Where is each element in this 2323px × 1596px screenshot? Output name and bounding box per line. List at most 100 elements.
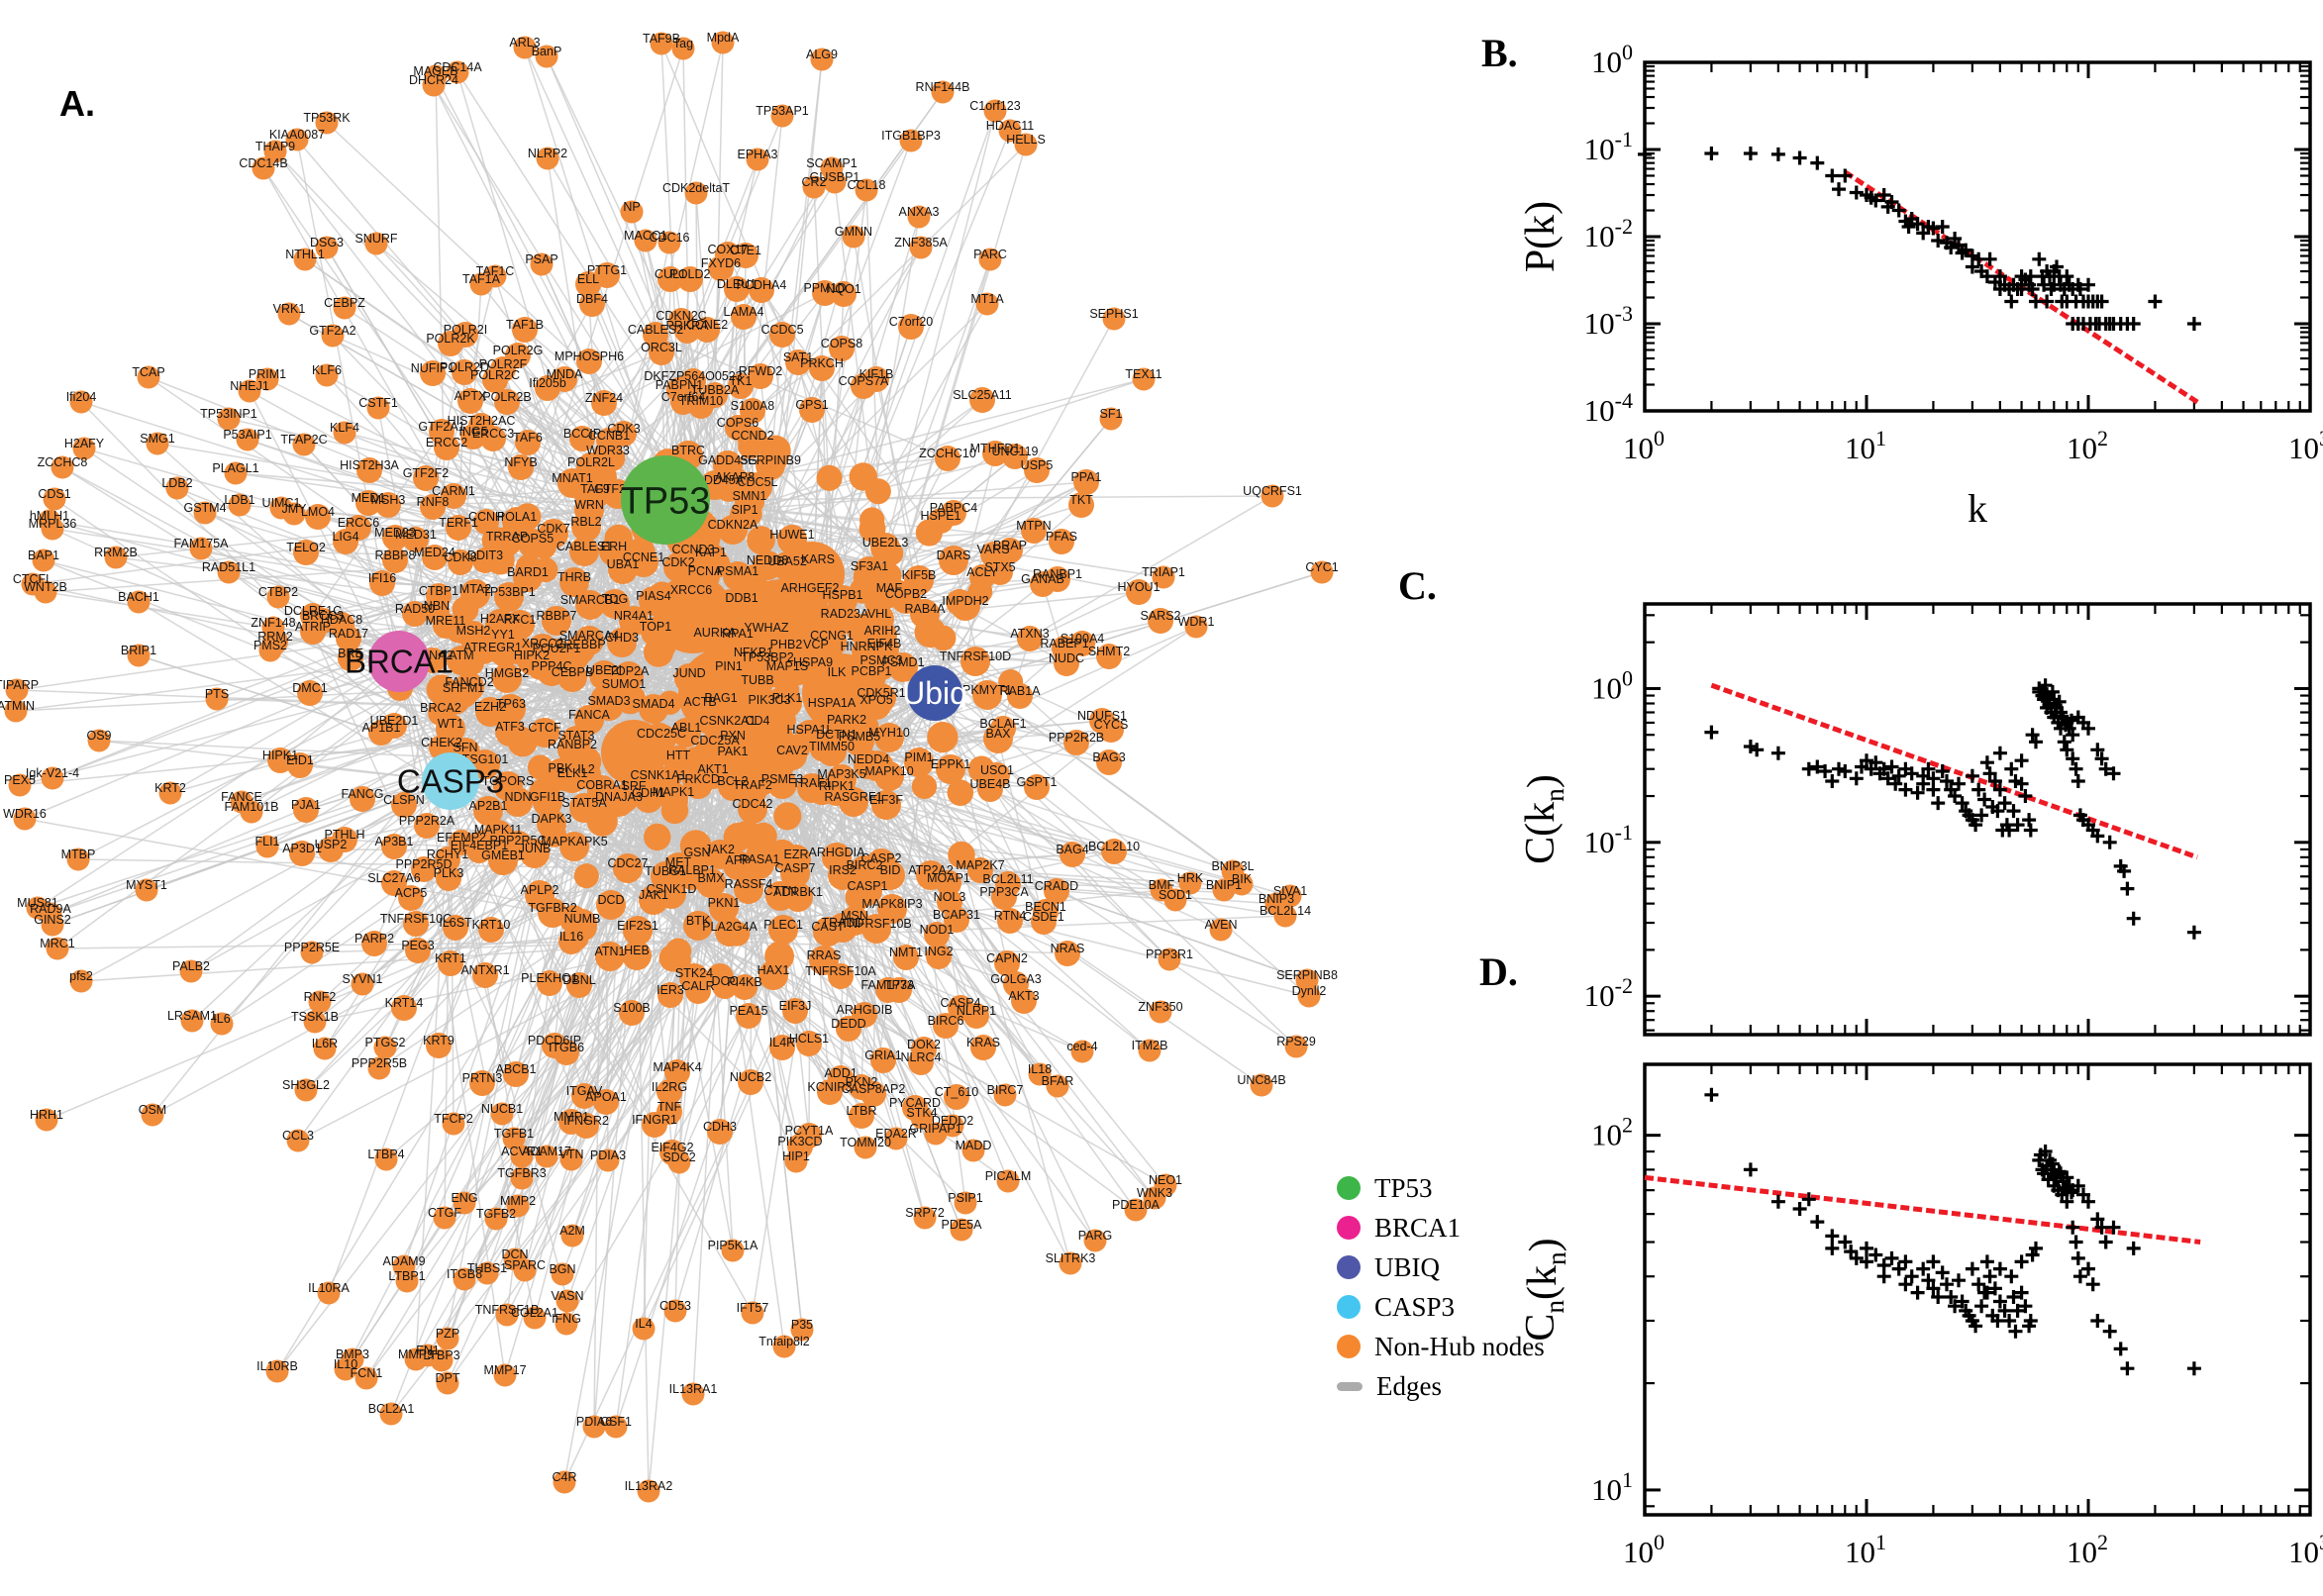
network-node[interactable]	[712, 973, 738, 999]
network-node[interactable]	[255, 367, 279, 391]
network-node[interactable]	[1102, 307, 1126, 331]
network-node[interactable]	[127, 644, 151, 667]
network-node[interactable]	[460, 579, 490, 609]
network-node[interactable]	[66, 848, 90, 871]
network-node[interactable]	[503, 787, 533, 817]
network-node[interactable]	[674, 318, 700, 344]
network-node[interactable]	[446, 60, 469, 84]
network-node[interactable]	[438, 950, 463, 976]
network-node[interactable]	[970, 1035, 996, 1060]
network-node[interactable]	[41, 517, 64, 541]
network-node[interactable]	[898, 314, 924, 340]
network-node[interactable]	[557, 662, 587, 692]
network-node[interactable]	[41, 913, 64, 937]
network-node[interactable]	[104, 546, 128, 569]
network-node[interactable]	[944, 907, 969, 933]
network-node[interactable]	[336, 626, 361, 651]
network-node[interactable]	[441, 483, 466, 509]
network-node[interactable]	[403, 911, 429, 937]
network-node[interactable]	[993, 1083, 1017, 1107]
network-node[interactable]	[1212, 878, 1236, 902]
network-node[interactable]	[554, 1040, 579, 1065]
network-node[interactable]	[411, 856, 437, 882]
network-node[interactable]	[1046, 1074, 1069, 1098]
network-node[interactable]	[685, 978, 711, 1004]
network-node[interactable]	[924, 922, 950, 948]
network-node[interactable]	[1044, 878, 1069, 904]
network-node[interactable]	[492, 663, 522, 693]
network-node[interactable]	[374, 1147, 398, 1171]
network-node[interactable]	[473, 796, 503, 826]
network-node[interactable]	[639, 885, 668, 915]
network-node[interactable]	[520, 839, 550, 868]
network-node[interactable]	[469, 1070, 495, 1096]
network-node[interactable]	[745, 849, 774, 879]
network-node[interactable]	[315, 111, 339, 135]
network-node[interactable]	[664, 1059, 690, 1085]
network-node[interactable]	[496, 694, 526, 724]
network-node[interactable]	[642, 1112, 667, 1138]
network-node[interactable]	[910, 599, 940, 629]
network-node[interactable]	[1126, 579, 1152, 605]
network-node[interactable]	[663, 552, 693, 582]
network-node[interactable]	[641, 617, 670, 647]
network-node[interactable]	[1007, 683, 1033, 709]
network-node[interactable]	[1230, 872, 1254, 896]
network-node[interactable]	[756, 450, 785, 480]
network-node[interactable]	[518, 529, 548, 558]
network-node[interactable]	[238, 379, 261, 403]
network-node[interactable]	[434, 435, 459, 460]
network-node[interactable]	[671, 718, 701, 748]
network-node[interactable]	[939, 546, 968, 575]
network-node[interactable]	[854, 1136, 877, 1159]
network-node[interactable]	[158, 781, 182, 805]
network-node[interactable]	[420, 494, 446, 520]
network-node[interactable]	[559, 567, 589, 597]
network-node[interactable]	[430, 1348, 454, 1372]
network-node[interactable]	[1132, 367, 1156, 391]
network-node[interactable]	[472, 962, 498, 988]
network-node[interactable]	[711, 31, 735, 54]
network-node[interactable]	[41, 766, 64, 790]
hub-node-casp3[interactable]	[422, 752, 479, 810]
network-node[interactable]	[782, 998, 808, 1024]
network-node[interactable]	[50, 455, 74, 479]
network-node[interactable]	[855, 178, 878, 202]
network-node[interactable]	[315, 363, 339, 387]
network-node[interactable]	[1070, 1040, 1094, 1063]
network-node[interactable]	[718, 742, 748, 771]
network-node[interactable]	[634, 229, 657, 252]
network-node[interactable]	[620, 200, 644, 224]
network-node[interactable]	[542, 606, 571, 636]
network-node[interactable]	[135, 878, 158, 902]
network-node[interactable]	[1184, 615, 1208, 639]
network-node[interactable]	[1063, 730, 1089, 755]
network-node[interactable]	[513, 562, 543, 592]
network-node[interactable]	[674, 663, 704, 693]
network-node[interactable]	[551, 1262, 574, 1286]
network-node[interactable]	[817, 1079, 843, 1105]
network-node[interactable]	[146, 432, 169, 455]
network-node[interactable]	[657, 982, 683, 1008]
network-node[interactable]	[205, 687, 229, 711]
network-node[interactable]	[354, 1366, 378, 1390]
network-node[interactable]	[560, 1224, 584, 1247]
network-node[interactable]	[473, 509, 499, 535]
network-node[interactable]	[1152, 565, 1175, 589]
network-node[interactable]	[137, 365, 160, 389]
network-node[interactable]	[709, 893, 739, 923]
network-node[interactable]	[34, 580, 57, 604]
network-node[interactable]	[127, 590, 151, 614]
network-node[interactable]	[613, 853, 643, 883]
network-node[interactable]	[855, 556, 884, 586]
network-node[interactable]	[972, 680, 1002, 710]
network-node[interactable]	[453, 1267, 476, 1291]
network-node[interactable]	[402, 601, 428, 627]
network-node[interactable]	[694, 317, 720, 343]
network-node[interactable]	[978, 248, 1002, 271]
network-node[interactable]	[961, 1139, 985, 1162]
network-node[interactable]	[217, 407, 241, 431]
network-node[interactable]	[355, 490, 381, 516]
network-node[interactable]	[875, 977, 901, 1003]
network-node[interactable]	[308, 990, 332, 1014]
